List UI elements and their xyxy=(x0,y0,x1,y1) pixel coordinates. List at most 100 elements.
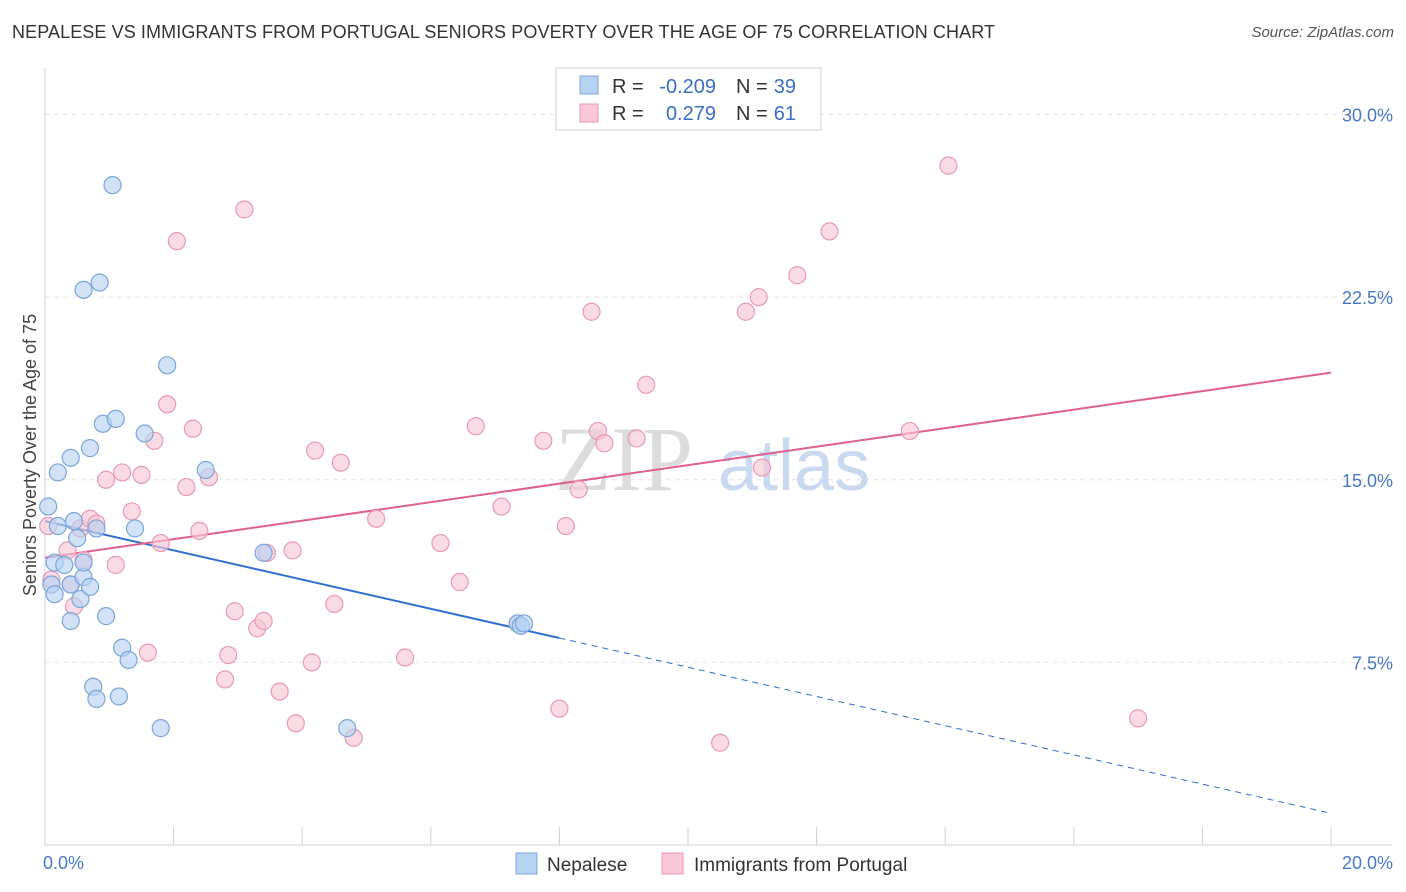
point-portugal xyxy=(534,431,553,450)
point-portugal xyxy=(582,302,601,321)
point-nepalese xyxy=(71,589,90,609)
legend-label-portugal: Immigrants from Portugal xyxy=(694,855,907,876)
point-nepalese xyxy=(119,650,138,670)
y-tick-label: 30.0% xyxy=(1342,106,1393,126)
trend-lines xyxy=(44,371,1332,814)
point-portugal xyxy=(1128,709,1148,728)
chart-source: Source: ZipAtlas.com xyxy=(1251,24,1394,41)
point-portugal xyxy=(939,156,958,175)
stats-r-value: 0.279 xyxy=(666,103,716,125)
point-portugal xyxy=(450,572,469,592)
stats-n-value: 61 xyxy=(774,103,796,125)
point-portugal xyxy=(736,302,755,321)
point-nepalese xyxy=(135,424,154,443)
point-portugal xyxy=(395,648,415,667)
point-portugal xyxy=(595,434,614,453)
point-portugal xyxy=(183,419,202,438)
stats-n-label: N = xyxy=(736,76,768,98)
point-portugal xyxy=(788,266,807,285)
y-tick-label: 15.0% xyxy=(1342,471,1393,491)
x-tick-label: 20.0% xyxy=(1342,853,1393,873)
point-nepalese xyxy=(90,273,109,292)
point-nepalese xyxy=(68,529,87,548)
point-portugal xyxy=(138,643,157,662)
stats-r-value: -0.209 xyxy=(659,76,716,98)
point-portugal xyxy=(177,477,196,497)
point-portugal xyxy=(190,521,209,540)
point-portugal xyxy=(132,465,151,484)
point-portugal xyxy=(219,645,238,665)
point-portugal xyxy=(820,222,839,241)
point-portugal xyxy=(215,670,235,689)
point-nepalese xyxy=(109,687,129,706)
point-portugal xyxy=(113,463,132,482)
stats-r-label: R = xyxy=(612,76,644,98)
point-nepalese xyxy=(338,719,357,738)
y-tick-label: 7.5% xyxy=(1352,653,1393,673)
point-nepalese xyxy=(61,611,80,631)
trend-line-nepalese-extrapolated xyxy=(559,637,1332,814)
point-portugal xyxy=(235,200,254,219)
point-nepalese xyxy=(45,585,64,604)
point-nepalese xyxy=(151,719,170,738)
point-portugal xyxy=(749,288,768,307)
point-portugal xyxy=(122,502,141,521)
point-portugal xyxy=(492,497,511,516)
stats-r-label: R = xyxy=(612,103,644,125)
point-nepalese xyxy=(74,553,93,572)
point-portugal xyxy=(637,375,656,394)
grid-layer xyxy=(45,114,1392,663)
point-nepalese xyxy=(125,519,145,538)
point-nepalese xyxy=(96,607,116,626)
point-portugal xyxy=(270,682,289,701)
point-portugal xyxy=(331,453,350,472)
stats-box-frame xyxy=(555,67,822,131)
point-portugal xyxy=(367,509,386,528)
point-nepalese xyxy=(158,356,177,375)
point-nepalese xyxy=(48,516,67,536)
y-axis-label: Seniors Poverty Over the Age of 75 xyxy=(20,314,40,596)
chart-title: NEPALESE VS IMMIGRANTS FROM PORTUGAL SEN… xyxy=(12,22,996,42)
point-portugal xyxy=(900,421,919,441)
legend-swatch-nepalese xyxy=(515,852,538,875)
trend-line-portugal xyxy=(44,371,1332,559)
legend-label-nepalese: Nepalese xyxy=(547,855,627,876)
stats-n-label: N = xyxy=(736,103,768,125)
point-portugal xyxy=(158,395,177,414)
point-nepalese xyxy=(87,519,106,538)
x-tick-label: 0.0% xyxy=(43,853,84,873)
point-portugal xyxy=(254,611,273,631)
legend-swatch-portugal xyxy=(661,852,684,875)
point-portugal xyxy=(466,417,485,436)
point-nepalese xyxy=(55,555,74,575)
point-portugal xyxy=(283,541,302,560)
point-portugal xyxy=(225,602,244,621)
point-nepalese xyxy=(106,409,125,428)
point-nepalese xyxy=(74,280,93,299)
point-nepalese xyxy=(103,176,122,195)
point-portugal xyxy=(167,232,186,251)
tick-labels: 7.5% 15.0% 22.5% 30.0% 0.0% 20.0% xyxy=(43,106,1393,873)
y-tick-label: 22.5% xyxy=(1342,288,1393,308)
point-nepalese xyxy=(80,439,100,458)
point-portugal xyxy=(151,533,170,553)
point-nepalese xyxy=(39,497,58,516)
point-nepalese xyxy=(87,689,106,709)
point-portugal xyxy=(711,733,730,752)
data-points xyxy=(39,156,1148,752)
point-portugal xyxy=(752,458,772,477)
point-portugal xyxy=(106,555,125,575)
stats-n-value: 39 xyxy=(774,76,796,98)
stats-swatch-portugal xyxy=(579,103,599,123)
watermark-atlas: atlas xyxy=(718,426,870,506)
point-portugal xyxy=(325,594,344,614)
point-nepalese xyxy=(61,448,80,467)
point-portugal xyxy=(556,516,575,536)
point-nepalese xyxy=(64,512,84,531)
point-portugal xyxy=(305,441,325,460)
legend: Nepalese Immigrants from Portugal xyxy=(515,852,907,876)
point-nepalese xyxy=(196,460,215,480)
trend-line-nepalese xyxy=(44,520,560,640)
point-portugal xyxy=(550,699,569,718)
point-portugal xyxy=(302,653,321,672)
